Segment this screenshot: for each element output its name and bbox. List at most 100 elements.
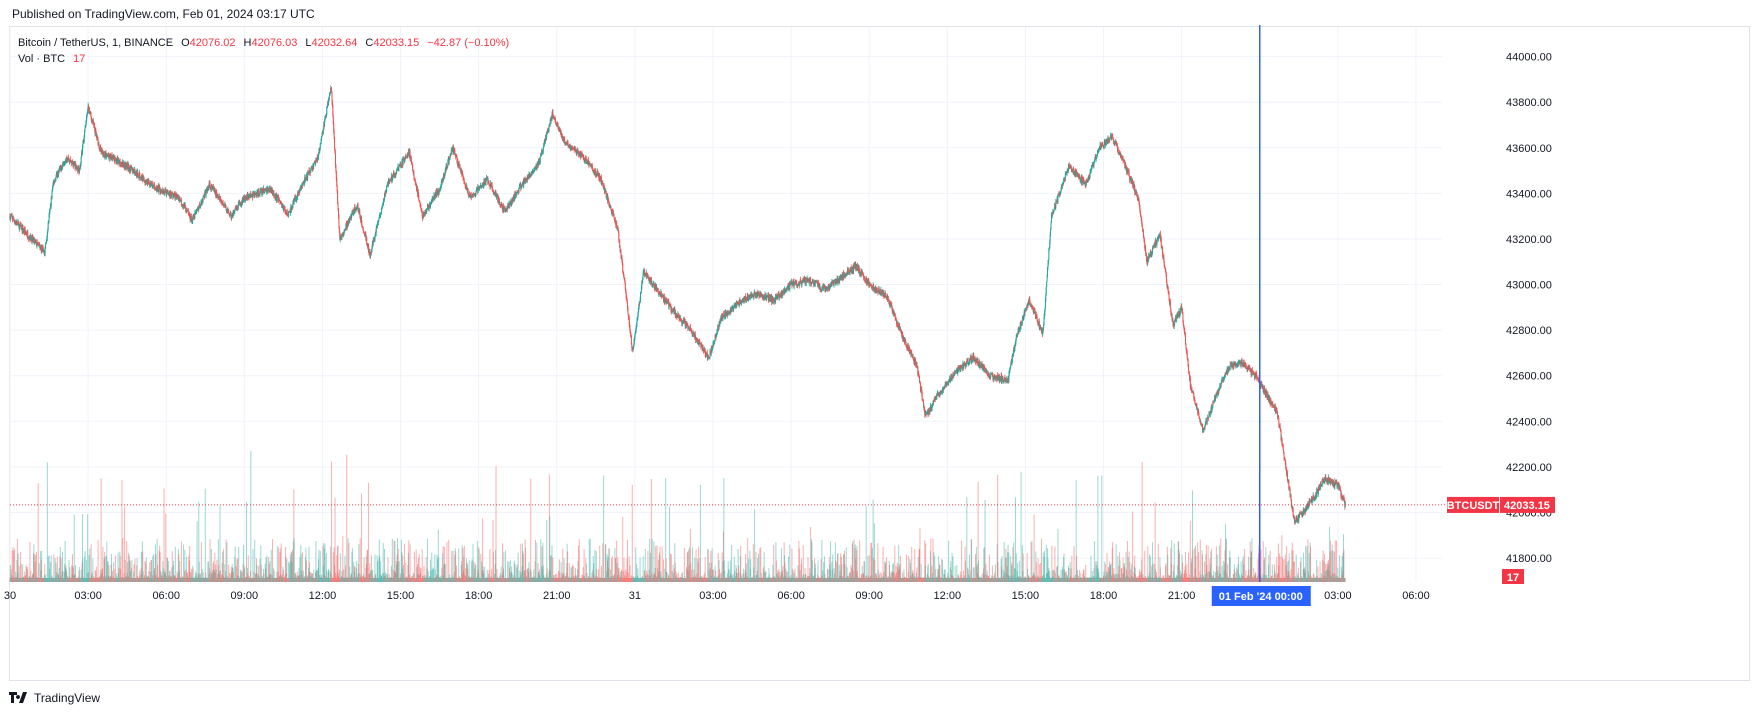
volume-bar xyxy=(517,564,519,582)
volume-bar xyxy=(745,553,747,582)
volume-bar xyxy=(1189,520,1191,582)
volume-bar xyxy=(1112,541,1114,582)
volume-bar xyxy=(331,577,333,582)
volume-bar xyxy=(937,569,939,582)
volume-bar xyxy=(326,570,328,582)
volume-bar xyxy=(328,569,330,582)
volume-bar xyxy=(364,576,366,582)
volume-bar xyxy=(770,577,772,582)
volume-bar xyxy=(901,577,903,582)
volume-bar xyxy=(252,548,254,582)
volume-bar xyxy=(149,562,151,582)
volume-bar xyxy=(136,557,138,582)
volume-bar xyxy=(306,578,308,582)
volume-bar xyxy=(522,550,524,582)
volume-bar xyxy=(453,572,455,582)
volume-bar xyxy=(656,568,658,582)
volume-bar xyxy=(862,573,864,582)
volume-bar xyxy=(78,570,80,582)
volume-bar xyxy=(998,577,1000,582)
volume-bar xyxy=(900,577,902,582)
volume-bar xyxy=(433,567,435,582)
volume-bar xyxy=(248,575,250,582)
volume-bar xyxy=(675,571,677,582)
volume-bar xyxy=(86,573,88,582)
volume-bar xyxy=(175,577,177,582)
volume-bar xyxy=(577,545,579,582)
volume-bar xyxy=(942,577,944,582)
volume-bar xyxy=(391,577,393,582)
volume-bar xyxy=(553,575,555,582)
volume-bar xyxy=(173,575,175,582)
volume-bar xyxy=(1196,577,1198,582)
volume-bar xyxy=(405,562,407,582)
volume-bar xyxy=(673,568,675,582)
volume-bar xyxy=(1042,552,1044,582)
volume-bar xyxy=(39,577,41,582)
volume-bar xyxy=(626,540,628,582)
volume-bar xyxy=(600,577,602,582)
volume-bar xyxy=(959,577,961,582)
volume-bar xyxy=(290,560,292,582)
volume-bar xyxy=(941,558,943,582)
volume-bar xyxy=(822,577,824,582)
volume-bar xyxy=(1208,572,1210,582)
volume-bar xyxy=(764,577,766,582)
volume-bar xyxy=(603,577,605,582)
volume-bar xyxy=(289,554,291,582)
volume-bar xyxy=(193,577,195,582)
volume-bar xyxy=(241,570,243,582)
volume-bar xyxy=(71,574,73,582)
volume-bar xyxy=(387,576,389,582)
volume-bar xyxy=(1126,575,1128,582)
volume-bar xyxy=(527,567,529,582)
volume-bar xyxy=(919,528,921,582)
volume-bar xyxy=(466,563,468,582)
volume-bar xyxy=(986,577,988,582)
volume-bar xyxy=(807,557,809,582)
volume-bar xyxy=(503,577,505,582)
volume-bar xyxy=(89,548,91,582)
volume-bar xyxy=(728,577,730,582)
volume-bar xyxy=(369,572,371,582)
volume-bar xyxy=(601,577,603,582)
volume-bar xyxy=(264,577,266,582)
volume-bar xyxy=(463,545,465,582)
volume-bar xyxy=(35,576,37,582)
volume-bar xyxy=(1158,577,1160,582)
volume-bar xyxy=(567,577,569,582)
volume-bar xyxy=(252,577,254,582)
volume-bar xyxy=(1143,577,1145,582)
volume-bar xyxy=(378,539,380,582)
volume-bar xyxy=(154,576,156,582)
volume-bar xyxy=(784,562,786,582)
volume-bar xyxy=(1042,576,1044,582)
volume-bar xyxy=(422,575,424,582)
volume-bar xyxy=(637,577,639,582)
volume-bar xyxy=(18,577,20,582)
volume-bar xyxy=(298,576,300,582)
volume-bar xyxy=(29,577,31,582)
volume-bar xyxy=(500,566,502,582)
volume-bar xyxy=(1149,572,1151,582)
volume-bar xyxy=(608,548,610,582)
volume-bar xyxy=(115,578,117,582)
volume-bar xyxy=(349,576,351,582)
volume-bar xyxy=(336,574,338,582)
volume-bar xyxy=(11,575,13,582)
volume-bar xyxy=(497,577,499,582)
volume-bar xyxy=(78,577,80,582)
volume-bar xyxy=(703,574,705,582)
volume-bar xyxy=(1006,574,1008,582)
volume-bar xyxy=(668,575,670,582)
volume-bar xyxy=(260,564,262,582)
volume-bar xyxy=(1109,564,1111,582)
volume-bar xyxy=(976,566,978,582)
volume-bar xyxy=(172,565,174,582)
volume-bar xyxy=(928,576,930,582)
volume-bar xyxy=(735,565,737,582)
volume-bar xyxy=(607,567,609,582)
volume-bar xyxy=(772,564,774,582)
volume-bar xyxy=(965,577,967,582)
